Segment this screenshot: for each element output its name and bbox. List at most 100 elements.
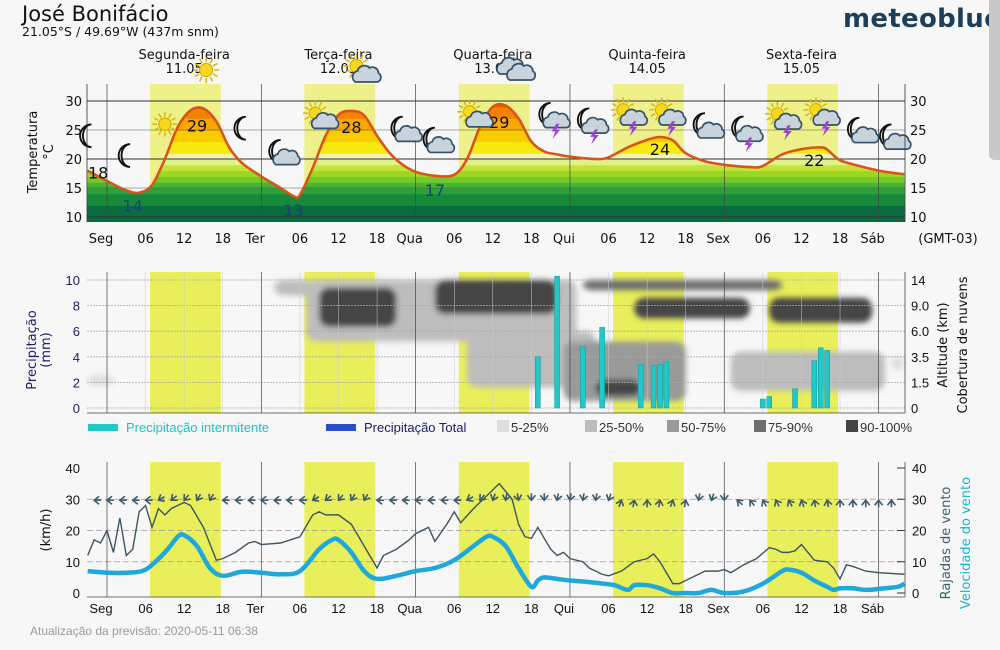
arrow-shape	[479, 493, 487, 502]
temperature-panel: 10 10 15 15 20 20 25 25 30 30 18 14 29 13 28 17 29 24 22 Se…	[65, 48, 926, 247]
legend-item: 5-25%	[497, 420, 549, 435]
legend-swatch	[497, 420, 509, 432]
moon-icon	[117, 143, 131, 168]
arrow-shape	[873, 498, 884, 508]
wind-direction-arrow	[479, 493, 487, 502]
wind-direction-arrow	[680, 498, 690, 508]
arrow-shape	[848, 498, 858, 508]
time-axis-label: Qui	[553, 232, 575, 247]
time-axis-label: Sáb	[861, 601, 884, 616]
wind-direction-arrow	[440, 495, 449, 505]
sun-ray	[349, 72, 354, 78]
precipitation-bar	[599, 327, 605, 409]
arrow-shape	[221, 495, 230, 505]
meteoblue-logo[interactable]: meteoblue	[843, 4, 1000, 34]
moon-shape	[117, 143, 131, 168]
lightning-bolt	[821, 121, 831, 137]
arrow-shape	[247, 495, 256, 505]
wind-direction-arrow	[285, 495, 295, 505]
sun-ray	[458, 104, 464, 109]
sun-ray	[344, 69, 350, 74]
wind-direction-arrow	[311, 493, 320, 503]
cloud-shape	[506, 62, 537, 81]
altitude-tick: 9.0	[911, 299, 929, 314]
sun-icon	[193, 57, 220, 83]
arrow-shape	[170, 493, 178, 502]
time-axis-label: 12	[485, 232, 502, 247]
cloud-icon	[496, 56, 537, 81]
wind-direction-arrow	[694, 493, 704, 502]
temperature-color-band	[87, 182, 905, 189]
sun-ray	[168, 130, 172, 136]
temperature-color-band	[87, 170, 905, 177]
sun-ray	[770, 102, 775, 108]
time-axis-label: 12	[640, 601, 654, 616]
temperature-label-max: 29	[187, 116, 207, 135]
temperature-label-min: 17	[425, 181, 445, 200]
wind-tick-left: 40	[66, 461, 80, 476]
arrow-shape	[719, 493, 729, 502]
sun-ray	[822, 103, 828, 107]
time-axis-label: 06	[293, 601, 307, 616]
scrollbar[interactable]	[989, 0, 1000, 160]
sun-ray	[804, 112, 810, 117]
wind-tick-left: 0	[73, 586, 80, 601]
arrow-shape	[375, 495, 385, 505]
wind-direction-arrow	[465, 493, 474, 503]
precipitation-panel: 0 0 2 1.5 4 3.5 6 6.0 8 9.0 10 14 Precipitação inter…	[66, 272, 929, 435]
precipitation-bar	[535, 356, 541, 409]
time-axis-label: 18	[214, 232, 231, 247]
sun-ray	[171, 117, 176, 122]
time-axis-label: 06	[601, 601, 615, 616]
time-axis-label: 06	[755, 232, 772, 247]
moon-cloud-icon	[268, 138, 301, 166]
arrow-shape	[401, 495, 410, 505]
legend-item: 90-100%	[846, 420, 912, 435]
sun-ray	[168, 113, 172, 118]
sun-ray	[199, 76, 203, 82]
wind-direction-arrow	[195, 493, 204, 502]
arrow-shape	[798, 499, 808, 508]
legend-item: 25-50%	[585, 420, 644, 435]
cloud-cover-area	[274, 280, 313, 296]
sun-ray	[612, 103, 617, 107]
sun-ray	[804, 103, 810, 107]
sun-ray	[308, 102, 313, 107]
wind-direction-arrow	[873, 498, 884, 508]
time-axis-label: 12	[794, 601, 808, 616]
sun-disc	[199, 63, 214, 77]
arrow-shape	[553, 493, 563, 502]
precip-unit-label: (mm)	[39, 332, 54, 367]
cloud-shape	[773, 112, 803, 130]
legend-label: 90-100%	[860, 420, 912, 435]
temperature-color-band	[87, 205, 905, 222]
temperature-color-band	[87, 193, 905, 206]
wind-direction-arrow	[719, 493, 729, 502]
precip-tick: 2	[73, 375, 80, 390]
altitude-tick: 1.5	[911, 375, 929, 390]
wind-direction-arrow	[324, 493, 333, 502]
wind-direction-arrow	[414, 495, 423, 505]
legend-swatch	[585, 420, 597, 432]
moon-cloud-icon	[692, 112, 726, 139]
legend-item: 75-90%	[754, 420, 813, 435]
day-header-name: Segunda-feira	[138, 48, 229, 63]
time-axis-label: 18	[369, 232, 386, 247]
wind-direction-arrow	[260, 495, 269, 505]
sun-ray	[766, 117, 772, 121]
sun-ray	[308, 119, 313, 125]
time-axis-label: Qua	[397, 601, 422, 616]
arrow-shape	[260, 495, 269, 505]
wind-direction-arrow	[362, 493, 371, 502]
legend-item: Precipitação Total	[326, 420, 466, 435]
wind-direction-arrow	[157, 493, 165, 503]
legend-label: 75-90%	[768, 420, 813, 435]
precipitation-bar	[824, 350, 830, 409]
sun-ray	[318, 102, 323, 107]
sun-ray	[304, 106, 310, 110]
sun-ray	[667, 103, 673, 107]
arrow-shape	[311, 493, 320, 503]
sun-thunder-icon	[765, 101, 803, 141]
daylight-band	[613, 462, 684, 597]
wind-direction-arrow	[489, 493, 499, 502]
